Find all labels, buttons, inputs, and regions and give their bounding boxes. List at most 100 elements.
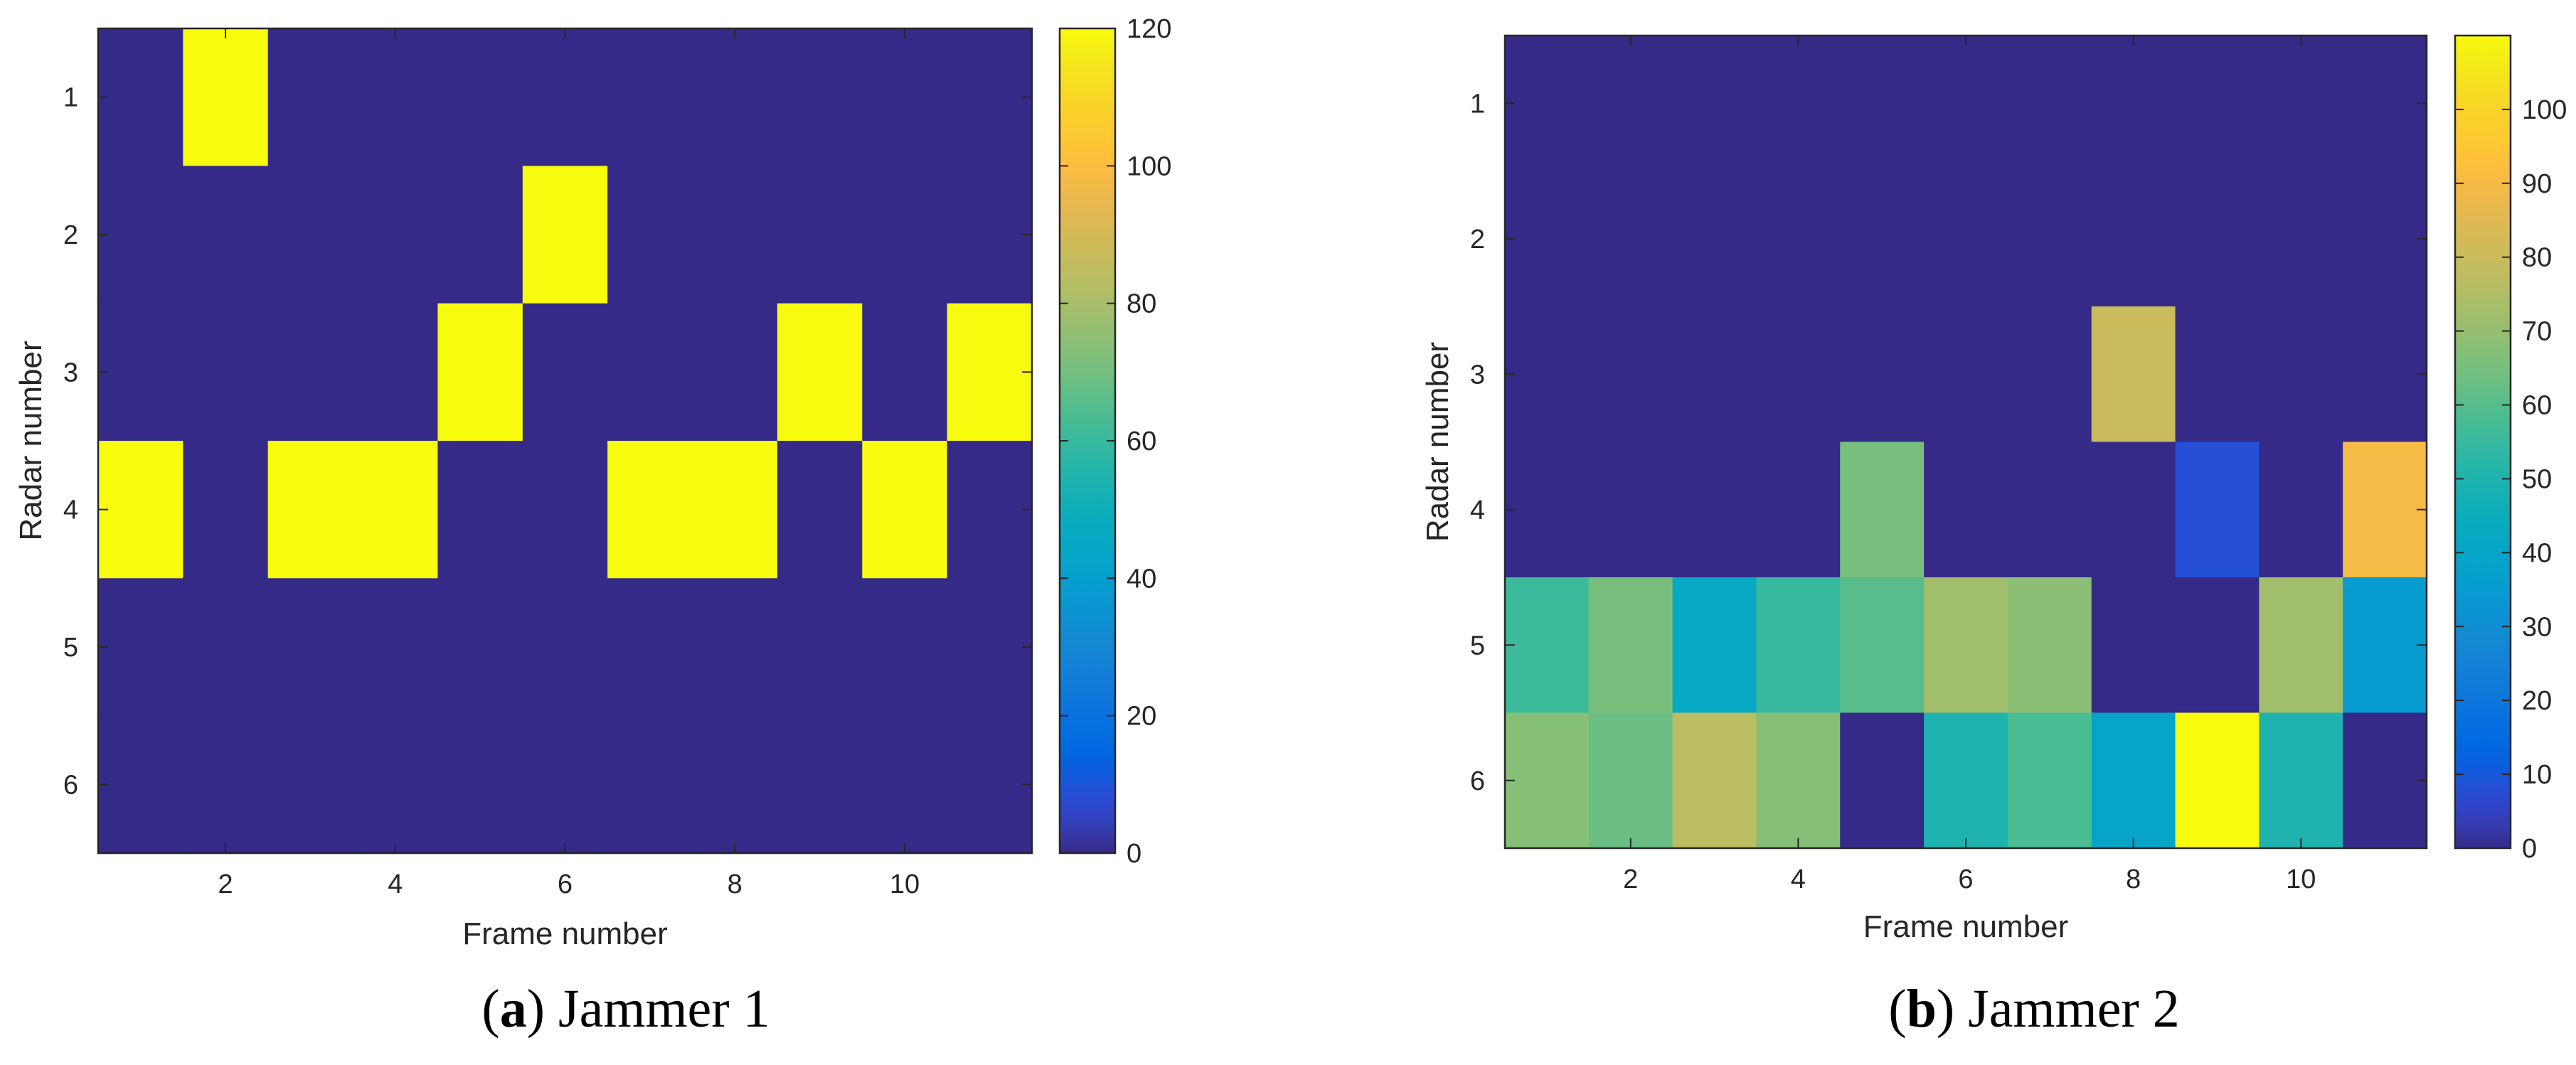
colorbar-tick-label: 60: [1127, 427, 1156, 456]
heatmap-cell: [98, 28, 183, 166]
heatmap-cell: [98, 715, 183, 854]
heatmap-cell: [98, 578, 183, 717]
colorbar-tick-label: 0: [2522, 834, 2537, 864]
heatmap-cell: [1756, 171, 1841, 307]
subfigure-caption: (b) Jammer 2: [1888, 979, 2180, 1039]
heatmap-cell: [437, 28, 523, 166]
heatmap-cell: [1924, 712, 2008, 849]
x-tick-label: 8: [728, 869, 743, 899]
heatmap-cell: [1924, 441, 2008, 578]
colorbar-tick-label: 80: [1127, 289, 1156, 319]
heatmap-cell: [777, 441, 863, 579]
colorbar-tick-label: 90: [2522, 169, 2552, 199]
heatmap-cell: [2091, 306, 2176, 443]
heatmap-cell: [1840, 712, 1925, 849]
heatmap-cell: [267, 441, 353, 579]
heatmap-cell: [1505, 306, 1590, 443]
heatmap-cell: [777, 303, 863, 441]
heatmap-cell: [522, 166, 608, 304]
heatmap-cell: [2343, 577, 2427, 714]
heatmap-cell: [1505, 577, 1590, 714]
colorbar-tick-label: 60: [2522, 391, 2552, 421]
colorbar-tick-label: 50: [2522, 464, 2552, 494]
heatmap-cell: [2175, 36, 2260, 172]
heatmap-cell: [437, 578, 523, 717]
caption-title: Jammer 1: [558, 979, 770, 1039]
caption-letter: b: [1907, 979, 1937, 1039]
heatmap-cell: [2091, 712, 2176, 849]
heatmap-cell: [522, 578, 608, 717]
heatmap-cell: [183, 28, 269, 166]
heatmap-cell: [183, 715, 269, 854]
heatmap-cell: [862, 578, 948, 717]
caption-paren-close: ): [527, 979, 558, 1039]
heatmap-cell: [777, 578, 863, 717]
heatmap-cell: [692, 303, 778, 441]
x-tick-label: 6: [1958, 865, 1973, 894]
heatmap-cell: [2007, 306, 2092, 443]
heatmap-cell: [267, 303, 353, 441]
x-axis-label: Frame number: [1863, 909, 2069, 944]
heatmap-cell: [2007, 441, 2092, 578]
heatmap-cell: [353, 303, 439, 441]
subfigure-caption: (a) Jammer 1: [481, 979, 770, 1039]
heatmap-cell: [522, 28, 608, 166]
x-tick-label: 6: [558, 869, 573, 899]
y-tick-label: 2: [63, 220, 78, 250]
heatmap-cell: [1756, 577, 1841, 714]
heatmap-cell: [522, 715, 608, 854]
heatmap-cell: [1840, 441, 1925, 578]
y-tick-label: 6: [63, 770, 78, 800]
y-tick-label: 4: [63, 496, 78, 525]
y-tick-label: 1: [63, 83, 78, 113]
colorbar-tick-label: 70: [2522, 317, 2552, 347]
x-tick-label: 10: [2286, 865, 2316, 894]
heatmap-cell: [1672, 712, 1757, 849]
heatmap-cell: [777, 28, 863, 166]
colorbar-tick-label: 10: [2522, 760, 2552, 790]
heatmap-cell: [437, 715, 523, 854]
x-axis-label: Frame number: [462, 916, 668, 951]
y-tick-label: 3: [63, 358, 78, 387]
heatmap-cell: [98, 303, 183, 441]
heatmap-cell: [2175, 577, 2260, 714]
heatmap-cell: [2259, 36, 2343, 172]
heatmap-cell: [2091, 36, 2176, 172]
caption-paren-close: ): [1937, 979, 1968, 1039]
heatmap-cell: [1924, 36, 2008, 172]
heatmap-cell: [2007, 712, 2092, 849]
colorbar-tick-label: 0: [1127, 839, 1141, 869]
caption-letter: a: [500, 979, 527, 1039]
heatmap-cell: [2091, 441, 2176, 578]
heatmap-cell: [2343, 36, 2427, 172]
heatmap-cell: [353, 578, 439, 717]
heatmap-cell: [437, 303, 523, 441]
heatmap-cell: [692, 28, 778, 166]
heatmap-cell: [2343, 171, 2427, 307]
heatmap-cell: [267, 166, 353, 304]
heatmap-cell: [862, 166, 948, 304]
heatmap-cell: [1588, 712, 1673, 849]
heatmap-cell: [862, 715, 948, 854]
heatmap-cell: [1505, 36, 1590, 172]
heatmap-cell: [862, 28, 948, 166]
heatmap-cell: [1588, 306, 1673, 443]
heatmap-cell: [1756, 36, 1841, 172]
heatmap-cell: [353, 441, 439, 579]
heatmap-cell: [2091, 171, 2176, 307]
heatmap-cell: [2343, 712, 2427, 849]
heatmap-cell: [1840, 36, 1925, 172]
heatmap-cell: [267, 28, 353, 166]
heatmap-cell: [947, 166, 1033, 304]
x-tick-label: 2: [218, 869, 233, 899]
heatmap-cell: [2259, 577, 2343, 714]
x-tick-label: 2: [1623, 865, 1638, 894]
heatmap-cell: [1505, 712, 1590, 849]
heatmap-cell: [777, 715, 863, 854]
colorbar-tick-label: 100: [2522, 95, 2567, 125]
heatmap-cell: [1588, 171, 1673, 307]
colorbar-tick-label: 30: [2522, 612, 2552, 642]
